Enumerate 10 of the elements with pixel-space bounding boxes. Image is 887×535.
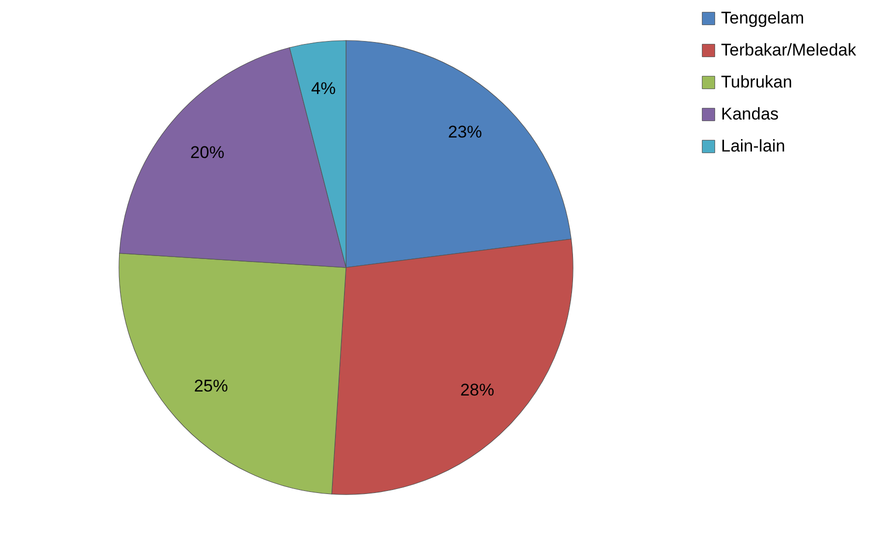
data-label: 4% [311,78,336,98]
data-label: 28% [460,380,494,400]
legend-label: Lain-lain [721,136,786,156]
legend-label: Tenggelam [721,8,804,28]
data-label: 20% [190,142,224,162]
data-label: 25% [194,376,228,396]
data-label: 23% [448,122,482,142]
legend-label: Kandas [721,104,779,124]
legend-label: Terbakar/Meledak [721,40,857,60]
legend-label: Tubrukan [721,72,792,92]
